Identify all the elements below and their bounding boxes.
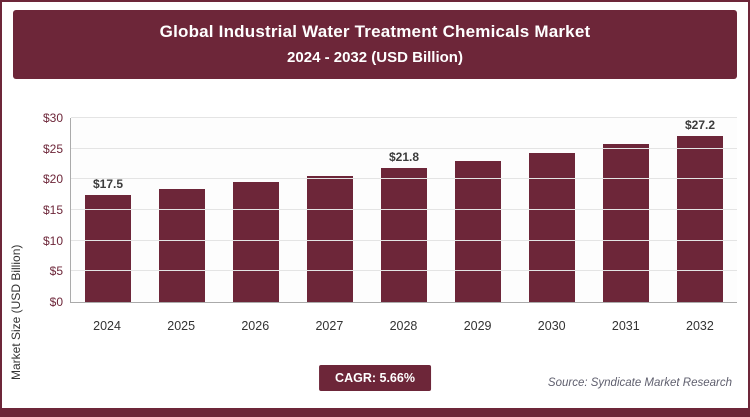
- bar: [381, 168, 427, 302]
- y-axis-title: Market Size (USD Billion): [9, 244, 23, 380]
- bar: [159, 188, 205, 302]
- bar-group: [589, 118, 663, 302]
- chart-header: Global Industrial Water Treatment Chemic…: [13, 10, 737, 79]
- y-tick-label: $25: [42, 141, 63, 156]
- source-credit: Source: Syndicate Market Research: [547, 377, 732, 389]
- x-axis-tick-label: 2032: [686, 319, 714, 333]
- y-tick-label: $10: [42, 233, 63, 248]
- cagr-badge: CAGR: 5.66%: [319, 365, 431, 391]
- bar: [307, 175, 353, 302]
- x-axis-tick-label: 2028: [389, 319, 418, 333]
- x-axis-tick-label: 2029: [463, 319, 492, 333]
- gridline: [71, 117, 737, 118]
- x-axis-tick-label: 2031: [611, 319, 640, 333]
- bar-value-label: $21.8: [388, 150, 420, 165]
- bar-group: [145, 118, 219, 302]
- bar: [603, 144, 649, 302]
- x-axis-tick-label: 2026: [241, 319, 270, 333]
- bar-group: $27.2: [663, 118, 737, 302]
- bar: [85, 194, 131, 302]
- y-tick-label: $15: [42, 203, 63, 217]
- gridline: [71, 239, 737, 241]
- gridline: [71, 209, 737, 210]
- bar: [677, 136, 723, 302]
- bar: [455, 160, 501, 302]
- x-axis-tick-label: 2024: [93, 319, 121, 333]
- bar-value-label: $27.2: [684, 118, 716, 132]
- y-tick-label: $30: [42, 111, 63, 125]
- y-tick-label: $20: [42, 172, 63, 187]
- bar-group: $17.5: [71, 118, 145, 302]
- y-tick-label: $5: [49, 264, 63, 279]
- bar-chart: Market Size (USD Billion) $17.5 $21.8 $27.…: [2, 102, 748, 380]
- bar: [233, 182, 279, 302]
- bar-group: [515, 118, 589, 302]
- y-tick-label: $0: [49, 295, 63, 309]
- bar: [529, 152, 575, 302]
- chart-title: Global Industrial Water Treatment Chemic…: [159, 22, 591, 41]
- bar-group: [293, 118, 367, 302]
- bar-group: [219, 118, 293, 302]
- bar-value-label: $17.5: [92, 176, 124, 191]
- bottom-accent-strip: [2, 408, 748, 415]
- bars-container: $17.5 $21.8 $27.2: [71, 118, 737, 302]
- gridline: [71, 147, 737, 149]
- gridline: [71, 270, 737, 272]
- x-axis-tick-label: 2025: [167, 319, 196, 333]
- chart-subtitle: 2024 - 2032 (USD Billion): [287, 49, 463, 66]
- x-axis-tick-label: 2030: [537, 319, 566, 333]
- x-axis-tick-label: 2027: [315, 319, 344, 333]
- bar-group: [441, 118, 515, 302]
- gridline: [71, 178, 737, 180]
- x-axis-labels: 2024 2025 2026 2027 2028 2029 2030 2031 2032: [70, 319, 737, 333]
- bar-group: $21.8: [367, 118, 441, 302]
- plot-area: $17.5 $21.8 $27.2 $0 $5 $10 $15 $20 $25 $30: [43, 111, 737, 309]
